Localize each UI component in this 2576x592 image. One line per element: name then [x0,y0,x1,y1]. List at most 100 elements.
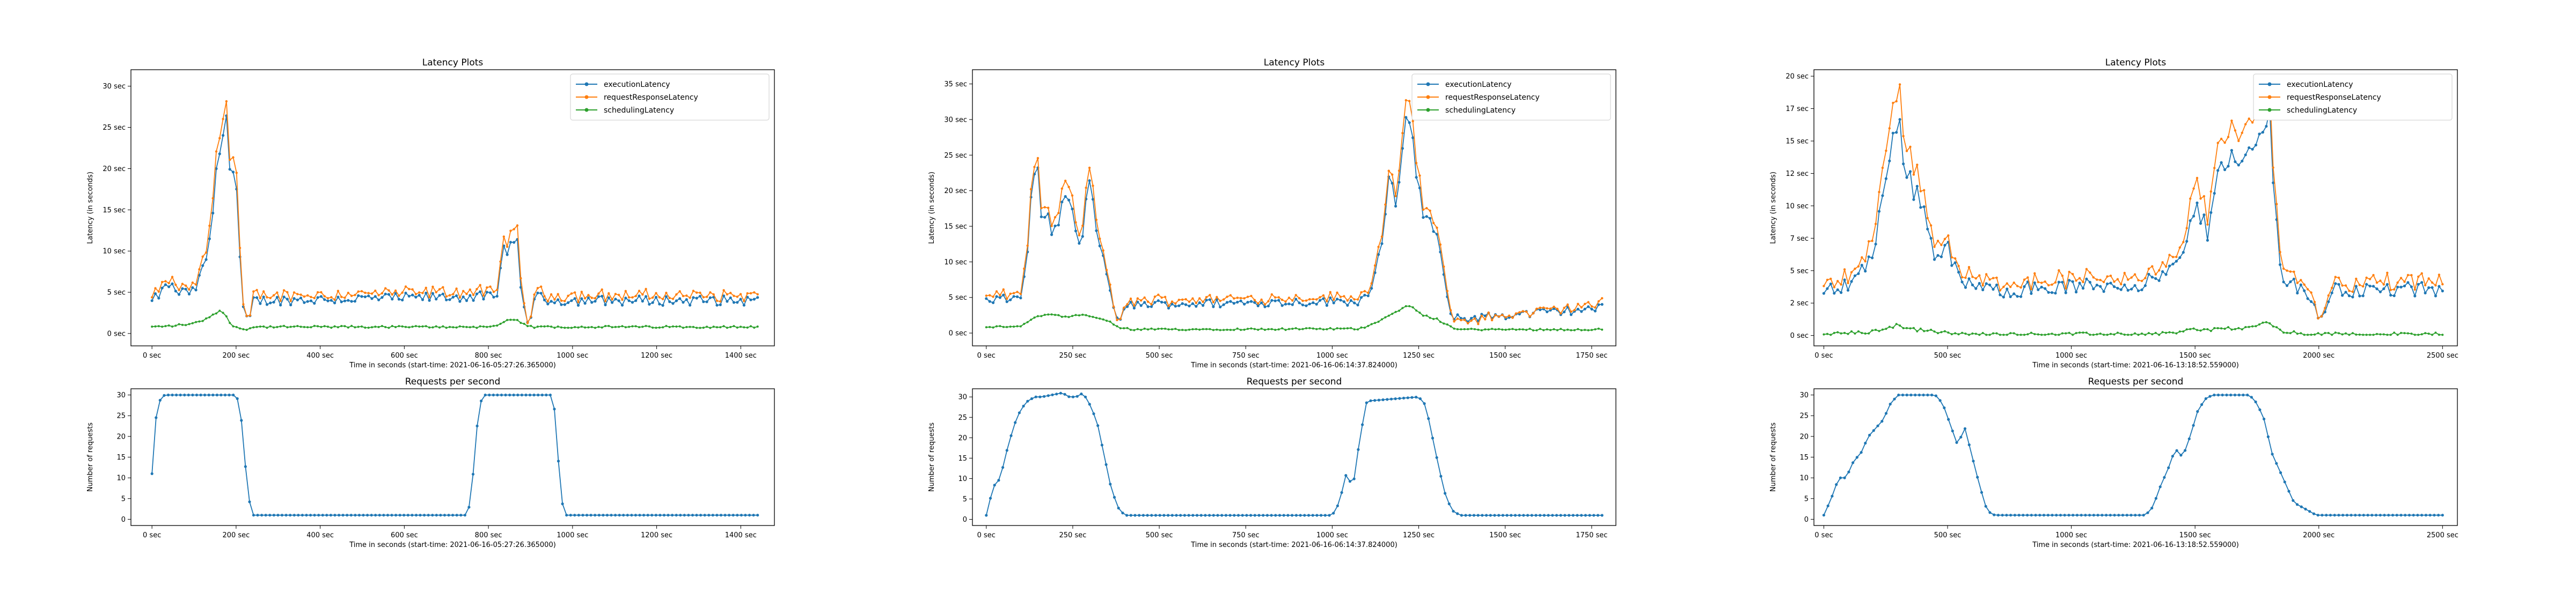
requests-per-second-point [2321,514,2324,517]
executionLatency-point [2002,295,2005,299]
schedulingLatency-point [709,327,712,329]
schedulingLatency-point [323,325,326,328]
schedulingLatency-point [1119,327,1122,330]
requestResponseLatency-point [2133,273,2136,276]
schedulingLatency-point [1937,332,1939,335]
schedulingLatency-point [1906,327,1908,329]
requests-per-second-point [1253,514,1256,517]
schedulingLatency-point [1267,328,1270,330]
requests-per-second-point [2067,514,2070,517]
requestResponseLatency-point [2431,281,2434,284]
legend: executionLatencyrequestResponseLatencysc… [570,73,770,121]
requests-per-second-point [1311,514,1314,517]
requests-per-second-point [317,514,320,517]
requestResponseLatency-point [1050,225,1053,227]
requestResponseLatency-point [1322,294,1325,297]
schedulingLatency-markers [1823,321,2444,336]
requests-per-second-point [1493,514,1496,517]
schedulingLatency-point [1312,327,1314,330]
requestResponseLatency-point [1473,317,1476,320]
plot-frame [972,388,1616,526]
requests-per-second-point [2213,394,2216,397]
schedulingLatency-point [387,327,390,329]
requestResponseLatency-point [2178,246,2181,249]
requestResponseLatency-point [2220,137,2223,140]
requests-per-second-point [2370,514,2374,517]
schedulingLatency-point [2009,332,2012,335]
requestResponseLatency-point [1356,298,1359,301]
requests-per-second-point [1043,395,1046,398]
requestResponseLatency-point [2213,167,2216,169]
requestResponseLatency-point [1926,217,1929,219]
requestResponseLatency-point [692,290,695,292]
requests-per-second-point [1551,514,1554,517]
schedulingLatency-point [1305,327,1307,330]
executionLatency-point [1270,299,1274,302]
requestResponseLatency-point [310,295,312,299]
schedulingLatency-point [1518,328,1521,331]
requests-per-second-point [589,514,592,517]
schedulingLatency-point [431,326,434,329]
schedulingLatency-markers [985,305,1604,332]
schedulingLatency-point [245,329,248,331]
requests-per-second-point [1452,509,1455,513]
requests-per-second-point [1855,456,1858,459]
schedulingLatency-point [750,325,752,328]
executionLatency-point [645,295,648,298]
requests-per-second-point [1922,394,1925,397]
executionLatency-point [1236,300,1239,304]
executionLatency-point [988,300,991,303]
x-tick-label: 400 sec [306,352,334,360]
executionLatency-point [2230,149,2233,152]
schedulingLatency-point [1067,316,1070,319]
requestResponseLatency-point [749,292,752,295]
requestResponseLatency-point [2144,277,2147,279]
schedulingLatency-point [276,325,279,328]
requestResponseLatency-point [2175,255,2178,258]
schedulingLatency-point [756,325,759,328]
requestResponseLatency-point [1370,282,1373,285]
requests-per-second-point [260,514,264,517]
schedulingLatency-point [1542,329,1545,331]
executionLatency-point [1336,298,1339,301]
requestResponseLatency-point [2275,203,2278,205]
requestResponseLatency-point [448,294,451,297]
requestResponseLatency-point [652,296,654,299]
requestResponseLatency-point [1394,195,1397,197]
executionLatency-point [2323,310,2326,314]
requestResponseLatency-point [1140,299,1143,302]
requestResponseLatency-point [333,298,336,301]
schedulingLatency-point [2047,333,2050,336]
requestResponseLatency-point [1057,212,1060,214]
executionLatency-point [333,301,336,305]
schedulingLatency-point [533,327,536,329]
executionLatency-point [2372,285,2375,288]
legend-marker [1426,108,1430,112]
executionLatency-point [1267,305,1270,308]
x-tick-label: 1000 sec [557,352,588,360]
executionLatency-point [340,300,343,304]
requests-per-second-point [280,514,284,517]
executionLatency-point [1263,305,1267,308]
executionLatency-point [594,300,597,303]
schedulingLatency-point [2054,334,2057,336]
executionLatency-point [1277,299,1280,302]
requests-per-second-point [1005,449,1008,452]
schedulingLatency-point [1957,333,1960,336]
y-tick-label: 20 sec [944,187,967,195]
legend-marker [1426,95,1430,99]
requestResponseLatency-point [387,289,390,292]
requestResponseLatency-point [1047,206,1050,209]
executionLatency-point [2126,288,2129,292]
requests-per-second-point [1034,395,1037,398]
executionLatency-point [752,298,756,301]
executionLatency-point [1184,303,1188,306]
requestResponseLatency-point [1109,283,1111,286]
requestResponseLatency-point [1861,256,1863,259]
requests-per-second-point [1175,514,1178,517]
schedulingLatency-point [662,326,664,329]
executionLatency-point [211,211,215,214]
schedulingLatency-point [414,325,417,328]
requests-per-second-point [366,514,369,517]
schedulingLatency-point [1871,329,1874,332]
